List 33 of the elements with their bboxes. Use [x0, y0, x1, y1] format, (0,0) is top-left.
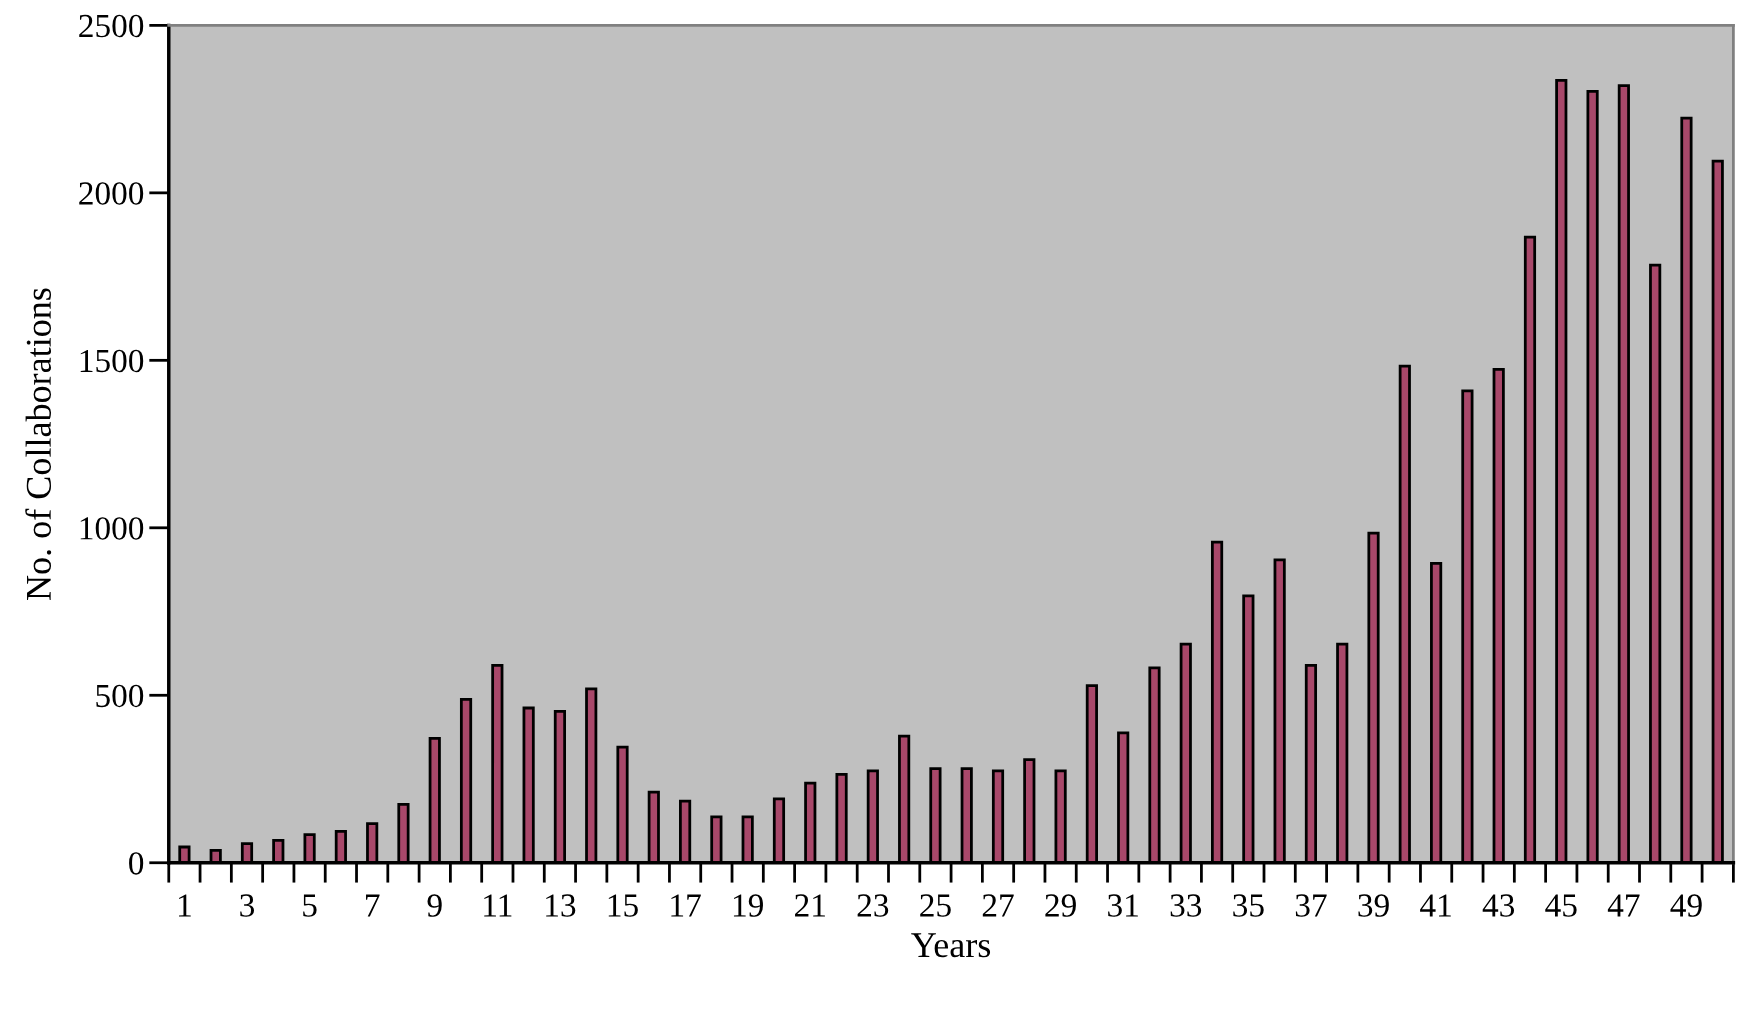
x-tick-label: 3 [240, 894, 255, 917]
x-tick-label: 9 [427, 894, 442, 917]
x-tick-label: 5 [303, 894, 317, 917]
x-tick-label: 31 [1108, 894, 1138, 917]
x-tick-label: 43 [1482, 894, 1515, 917]
x-tick-label: 25 [920, 894, 951, 917]
x-tick-label: 13 [546, 894, 576, 917]
x-axis-title: Years [911, 933, 991, 958]
x-tick-label: 49 [1670, 894, 1702, 917]
y-tick-label: 500 [96, 684, 144, 708]
x-tick-label: 1 [179, 894, 191, 917]
x-tick-label: 41 [1420, 894, 1451, 917]
y-tick-label: 1000 [80, 517, 144, 540]
x-tick-label: 45 [1545, 894, 1577, 917]
x-tick-label: 11 [484, 894, 512, 917]
y-tick-label: 2500 [79, 14, 144, 38]
y-tick-label: 1500 [80, 349, 144, 373]
x-tick-label: 39 [1358, 894, 1389, 917]
x-tick-label: 23 [857, 894, 889, 917]
x-tick-label: 37 [1295, 894, 1327, 917]
y-tick-label: 2000 [79, 182, 144, 205]
x-tick-label: 7 [366, 894, 380, 917]
x-tick-label: 47 [1607, 894, 1640, 917]
y-tick-label: 0 [129, 852, 144, 875]
x-tick-label: 15 [608, 894, 638, 917]
x-tick-label: 19 [733, 894, 763, 917]
x-tick-label: 17 [671, 894, 701, 917]
x-tick-label: 35 [1233, 894, 1264, 917]
y-axis-title: No. of Collaborations [25, 288, 52, 600]
x-tick-label: 33 [1170, 894, 1202, 917]
x-tick-label: 21 [795, 894, 825, 917]
x-tick-label: 29 [1045, 894, 1076, 917]
x-tick-label: 27 [982, 894, 1014, 917]
